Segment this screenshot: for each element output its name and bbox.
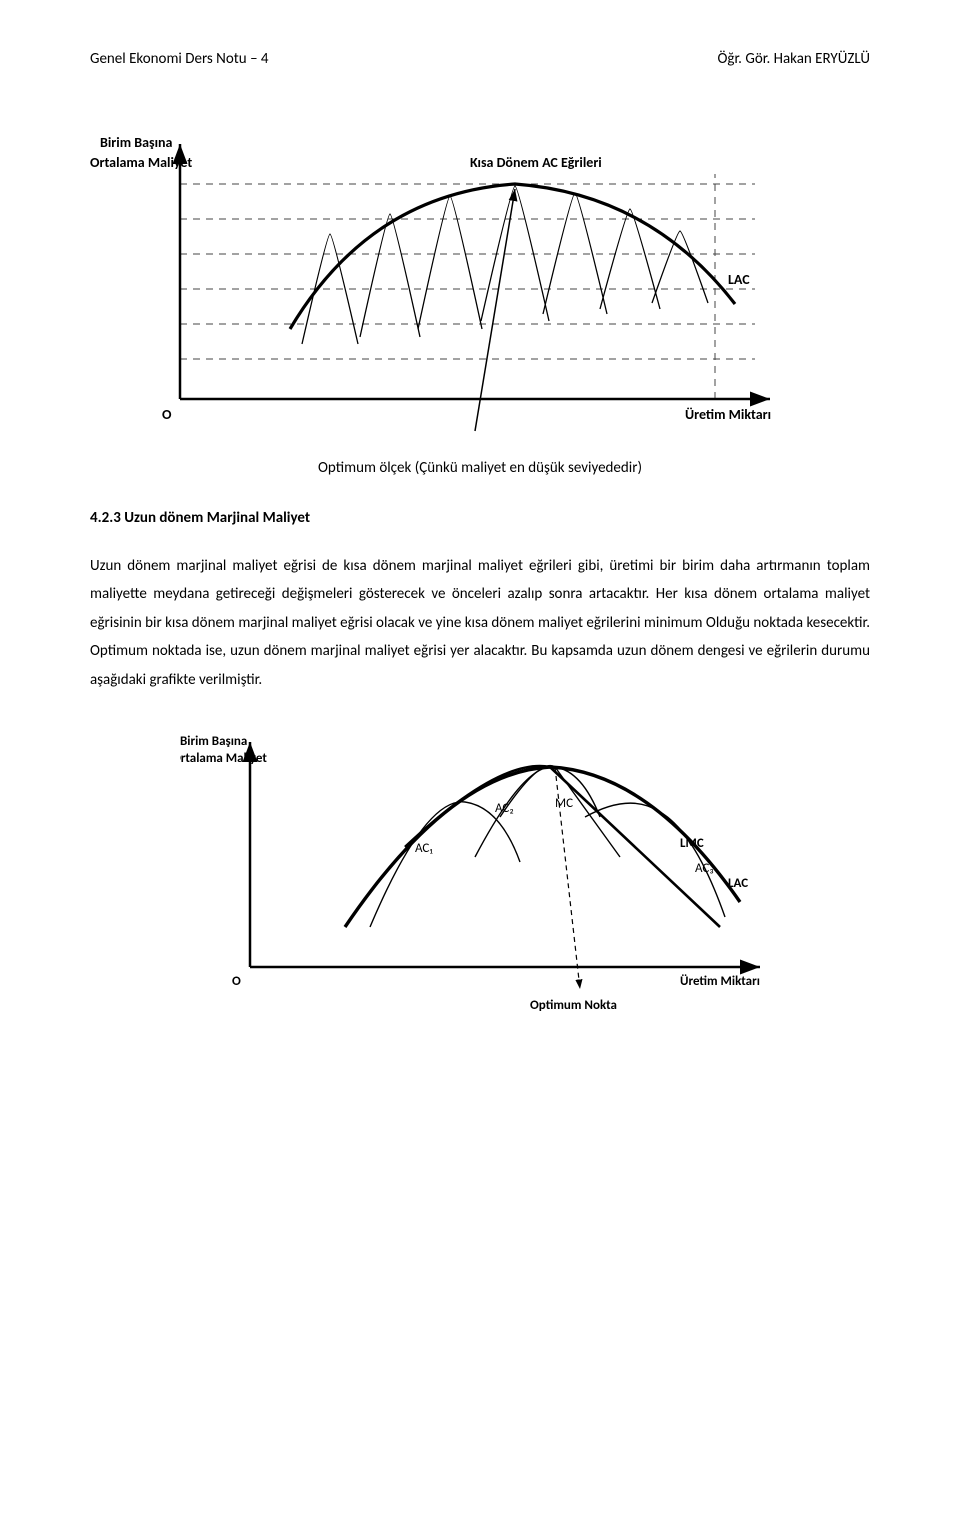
svg-text:Optimum Nokta: Optimum Nokta [530,998,617,1013]
svg-text:MC: MC [555,796,573,811]
svg-text:Kısa Dönem AC Eğrileri: Kısa Dönem AC Eğrileri [470,154,602,171]
svg-text:Birim Başına: Birim Başına [100,134,173,151]
svg-text:LAC: LAC [728,271,750,288]
svg-text:Birim Başına: Birim Başına [180,734,247,749]
header-right: Öğr. Gör. Hakan ERYÜZLÜ [717,48,870,71]
svg-text:O: O [162,406,172,423]
body-paragraph: Uzun dönem marjinal maliyet eğrisi de kı… [90,552,870,695]
svg-text:O: O [232,974,241,989]
svg-text:AC₁: AC₁ [415,841,433,856]
svg-text:LMC: LMC [680,836,704,851]
svg-text:LAC: LAC [728,876,748,891]
svg-text:Üretim Miktarı: Üretim Miktarı [685,406,771,423]
chart-lac-envelope: Kısa Dönem AC Eğrileri LAC Birim Başına Ort… [90,99,790,439]
page-header: Genel Ekonomi Ders Notu – 4 Öğr. Gör. Ha… [90,48,870,71]
svg-text:Ortalama Maliyet: Ortalama Maliyet [90,154,192,171]
svg-text:Üretim Miktarı: Üretim Miktarı [680,973,760,989]
svg-text:AC₃: AC₃ [695,861,714,876]
svg-text:Ortalama Maliyet: Ortalama Maliyet [180,751,267,766]
section-title: 4.2.3 Uzun dönem Marjinal Maliyet [90,507,870,530]
chart1-caption: Optimum ölçek (Çünkü maliyet en düşük se… [90,457,870,480]
header-left: Genel Ekonomi Ders Notu – 4 [90,48,269,71]
svg-text:AC₂: AC₂ [495,801,514,816]
chart-lmc-lac: AC₁ AC₂ MC AC₃ LMC LAC Birim Başına Ortalama Ma… [90,712,870,1032]
